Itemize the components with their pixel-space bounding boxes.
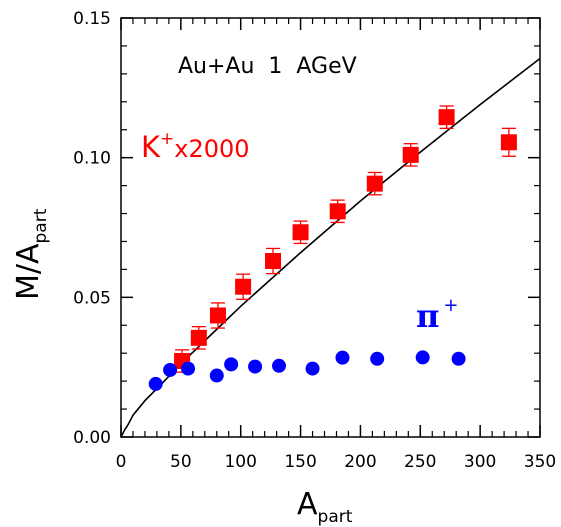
pion-point (451, 351, 466, 366)
pion-point (148, 376, 163, 391)
y-tick-label: 0.15 (73, 9, 111, 29)
y-axis-title-main: M/A (11, 243, 46, 300)
pion-point (415, 350, 430, 365)
pion-point (209, 368, 224, 383)
kaon-point (500, 134, 517, 151)
pion-point (272, 358, 287, 373)
x-tick-label: 200 (344, 452, 376, 472)
kaon-point (265, 253, 282, 270)
x-tick-label: 350 (524, 452, 556, 472)
y-axis-title: M/Apart (11, 208, 51, 300)
kaon-point (402, 146, 419, 163)
x-tick-label: 50 (170, 452, 192, 472)
y-tick-label: 0.10 (73, 149, 111, 169)
x-tick-label: 250 (404, 452, 436, 472)
legend-k-superscript: + (160, 129, 174, 149)
kaon-point (292, 224, 309, 241)
kaon-point (209, 307, 226, 324)
fit-curve-group (120, 57, 541, 438)
axis-ticks: 0 50 100 150 200 250 300 350 0.00 0.05 0.10 0.15 (73, 9, 556, 472)
fit-curve (120, 57, 541, 438)
pion-point (181, 361, 196, 376)
pion-point (224, 357, 239, 372)
y-tick-label: 0.00 (73, 428, 111, 448)
y-axis-title-sub: part (31, 208, 51, 243)
x-tick-label: 100 (224, 452, 256, 472)
legend-k-multiplier: x2000 (174, 135, 249, 163)
legend-pi-plus: π + (416, 295, 459, 335)
x-axis-title: Apart (297, 487, 353, 527)
y-tick-label: 0.05 (73, 288, 111, 308)
pion-point (335, 350, 350, 365)
legend-pi-superscript: + (443, 295, 458, 316)
data-points (148, 105, 517, 391)
legend-k-plus: K+x2000 (141, 129, 250, 164)
kaon-point (235, 278, 252, 295)
kaon-point (190, 329, 207, 346)
legend-pi-name: π (416, 297, 439, 335)
x-tick-label: 150 (284, 452, 316, 472)
x-axis-title-sub: part (318, 507, 353, 527)
x-axis-title-main: A (297, 487, 318, 522)
annotation-text: Au+Au 1 AGeV (178, 54, 357, 79)
legend-k-name: K (141, 130, 161, 164)
kaon-point (366, 175, 383, 192)
kaon-point (438, 109, 455, 126)
pion-point (305, 361, 320, 376)
x-tick-label: 300 (464, 452, 496, 472)
pion-point (163, 362, 178, 377)
plot-frame (120, 17, 541, 438)
x-tick-label: 0 (116, 452, 127, 472)
kaon-point (329, 203, 346, 220)
pion-point (370, 351, 385, 366)
pion-point (248, 359, 263, 374)
